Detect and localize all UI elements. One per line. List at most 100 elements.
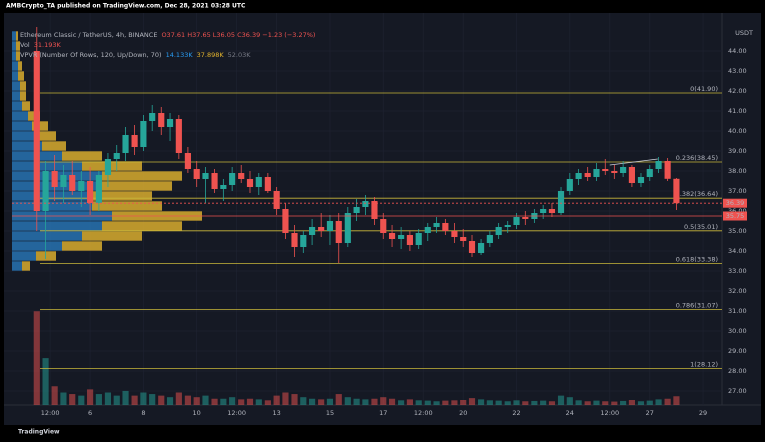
volume-bar [433,401,440,405]
candle-body [593,169,600,177]
candle-body [513,217,520,225]
volume-bar [33,311,40,405]
candle-body [113,153,120,159]
candle-body [122,135,129,153]
candle-body [406,235,413,245]
volume-pane [33,311,680,405]
candle-body [433,223,440,227]
fib-label: 0.618(33.38) [676,255,718,263]
candle-body [575,173,582,179]
candle-body [193,169,200,179]
candle-body [87,181,94,203]
candle-body [60,175,67,187]
candle-body [362,201,369,207]
volume-bar [620,400,627,405]
fib-label: 0.236(38.45) [676,154,718,162]
symbol: Ethereum Classic / TetherUS, 4h, BINANCE [20,31,157,39]
volume-bar [229,397,236,405]
candle-body [69,175,76,191]
vpvr-down: 37.898K [197,51,225,59]
volume-bar [113,395,120,405]
profile-down [92,201,162,211]
volume-bar [353,398,360,405]
x-tick-label: 20 [459,409,467,417]
volume-bar [211,398,218,405]
profile-down [102,221,182,231]
fib-label: 1(28.12) [690,361,718,369]
fib-label: 0.786(31.07) [676,302,718,310]
volume-bar [424,400,431,405]
y-tick-label: 38.00 [728,167,747,175]
profile-up [12,81,20,91]
candle-body [628,167,635,183]
profile-down [82,231,142,241]
y-tick-label: 32.00 [728,287,747,295]
profile-up [12,191,88,201]
candle-body [131,135,138,147]
x-tick-label: 12:00 [41,409,60,417]
candle-body [229,173,236,185]
profile-down [22,101,30,111]
candle-body [620,167,627,173]
candle-body [477,243,485,253]
volume-bar [95,394,102,405]
candle-body [282,209,289,233]
y-tick-label: 30.00 [728,327,747,335]
profile-down [16,31,18,41]
volume-bar [646,400,653,405]
x-tick-label: 27 [646,409,654,417]
volume-bar [220,398,227,405]
profile-down [102,171,182,181]
fib-levels: 0(41.90) 0.236(38.45) 0.382(36.64) 0.5(35.0… [40,85,722,370]
vpvr-up: 14.133K [166,51,194,59]
candle-body [255,177,262,187]
candle-body [442,223,449,231]
currency: USDT [735,29,753,37]
volume-bar [87,389,94,405]
candle-body [540,209,547,213]
legend-volume: Vol 31.193K [20,41,61,49]
volume-bar [131,395,138,405]
y-tick-label: 31.00 [728,307,747,315]
candle-body [246,179,254,187]
candle-body [602,169,609,171]
candle-body [220,185,227,189]
candle-body [673,178,680,204]
x-tick-label: 8 [141,409,145,417]
volume-bar [69,394,76,405]
volume-bar [344,397,351,405]
y-tick-label: 29.00 [728,347,747,355]
x-tick-label: 24 [566,409,574,417]
volume-bar [60,392,67,405]
volume-bar [504,401,511,405]
price-box-label: 35.75 [726,212,745,220]
candle-body [388,233,396,239]
volume-bar [78,395,85,405]
x-tick-label: 12:00 [414,409,433,417]
candle-body [398,235,405,239]
header: AMBCrypto_TA published on TradingView.co… [6,3,246,10]
profile-up [12,221,102,231]
candle-body [486,235,493,243]
volume-bar [149,394,156,405]
x-tick-label: 22 [512,409,520,417]
candle-body [166,119,174,127]
axes: 27.00 28.00 29.00 30.00 31.00 32.00 33.00 34.00… [12,47,747,417]
candle-body [318,227,325,231]
volume-bar [175,392,182,405]
volume-bar [442,400,449,405]
profile-up [12,51,16,61]
profile-up [12,61,18,71]
fib-label: 0.5(35.01) [684,223,718,231]
profile-up [12,251,36,261]
volume-bar [335,394,342,405]
volume-bar [468,398,476,405]
candle-body [611,171,618,173]
volume-bar [273,395,280,405]
profile-down [22,261,30,271]
profile-down [18,61,22,71]
y-tick-label: 44.00 [728,47,747,55]
candle-body [344,213,351,243]
profile-down [16,41,20,51]
profile-up [12,41,16,51]
